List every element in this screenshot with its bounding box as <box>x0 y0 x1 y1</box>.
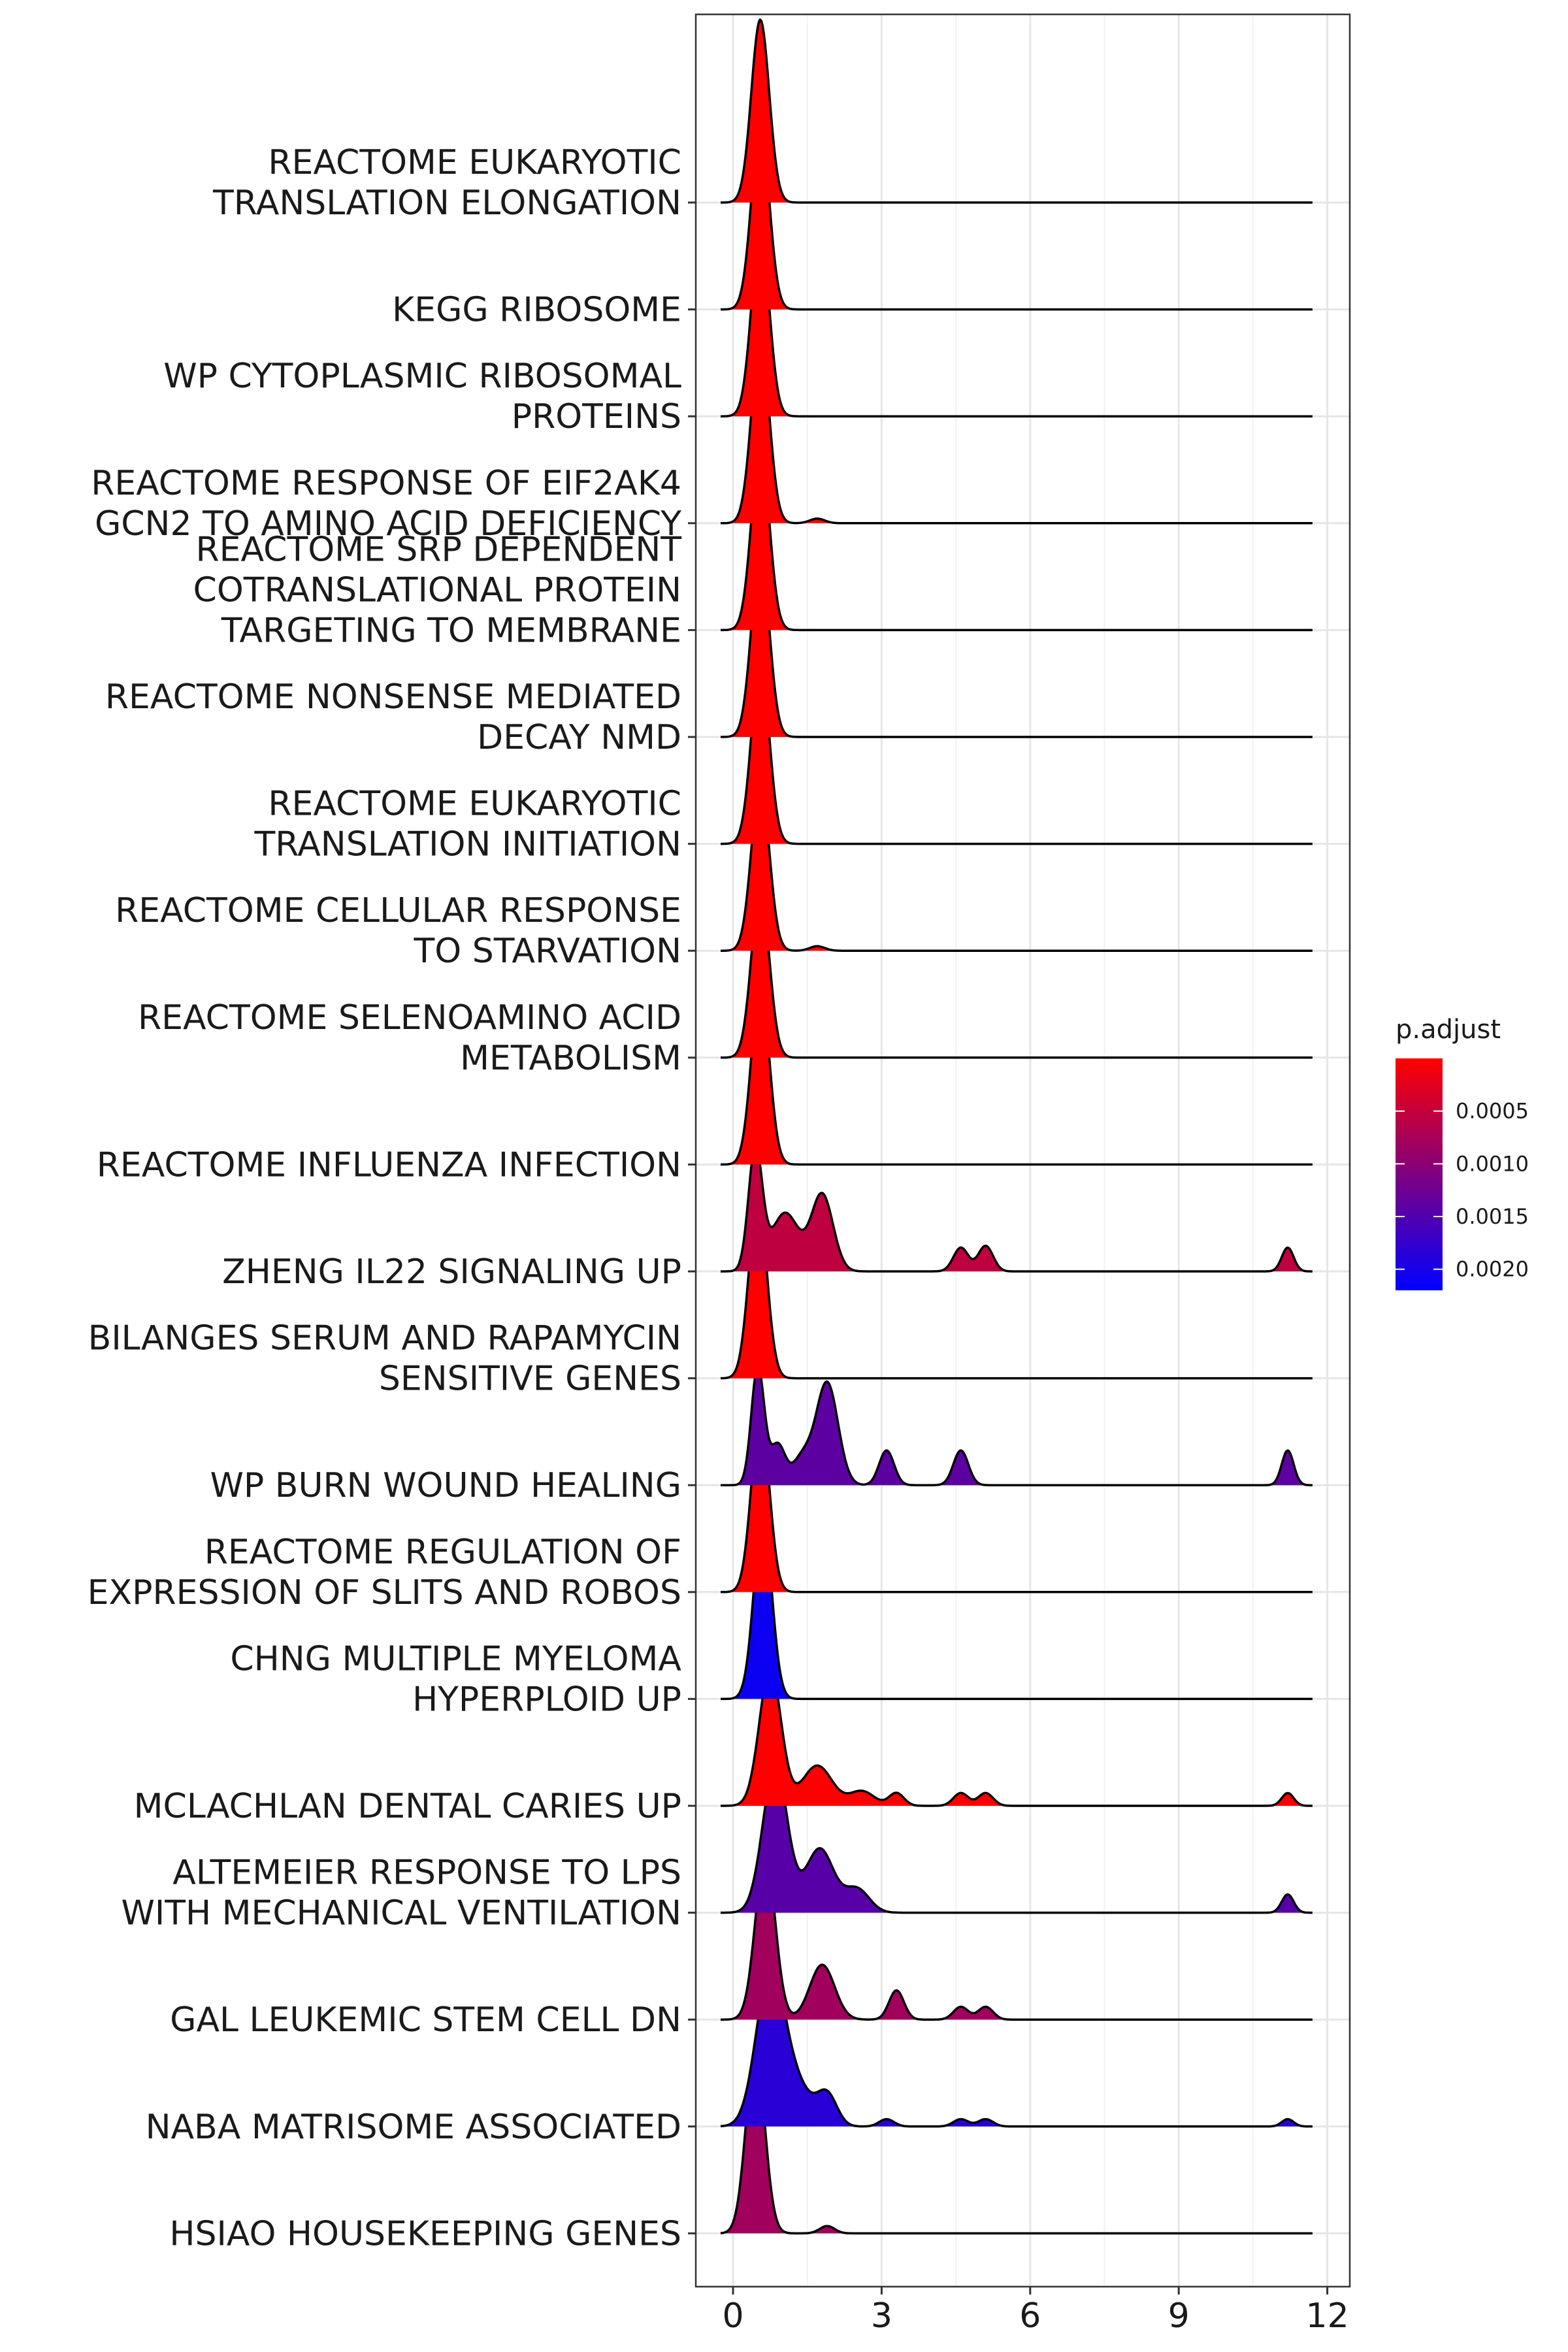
ridge-outline <box>721 1413 1313 1593</box>
ridge-outline <box>721 1143 1313 1273</box>
legend-tick-label: 0.0005 <box>1456 1099 1529 1124</box>
ridge-outline <box>721 1667 1313 1807</box>
y-tick-label: ZHENG IL22 SIGNALING UP <box>222 1252 681 1292</box>
y-tick-label: REACTOME RESPONSE OF EIF2AK4 <box>91 464 681 503</box>
ridge-fill <box>721 1365 1313 1486</box>
y-tick-label: DECAY NMD <box>477 718 681 757</box>
y-tick-label: NABA MATRISOME ASSOCIATED <box>146 2108 681 2147</box>
ridge-fill <box>721 126 1313 310</box>
ridge-fill <box>721 447 1313 630</box>
y-tick-label: MCLACHLAN DENTAL CARIES UP <box>134 1787 681 1826</box>
y-tick-label: REACTOME SELENOAMINO ACID <box>138 998 681 1037</box>
y-tick-label: TO STARVATION <box>413 932 681 971</box>
ridge-outline <box>721 1516 1313 1701</box>
x-tick-label: 3 <box>871 2296 892 2336</box>
ridge-outline <box>721 661 1313 845</box>
ridge-outline <box>720 1962 1313 2128</box>
ridge-fill <box>721 782 1313 951</box>
y-tick-label: REACTOME SRP DEPENDENT <box>196 530 682 569</box>
plot-panel-border <box>694 13 1351 2288</box>
y-tick-label: EXPRESSION OF SLITS AND ROBOS <box>88 1573 681 1612</box>
y-tick-label: HYPERPLOID UP <box>412 1680 681 1719</box>
ridge-outline <box>721 1765 1313 1914</box>
ridge-outline <box>721 446 1313 632</box>
x-tick-label: 6 <box>1019 2296 1041 2336</box>
x-tick-label: 12 <box>1306 2296 1349 2336</box>
ridge-outline <box>720 1198 1313 1380</box>
ridge-fill <box>721 1855 1313 2020</box>
ridge-outline <box>721 125 1313 311</box>
ridge-fill <box>721 2052 1313 2234</box>
y-tick-label: REACTOME CELLULAR RESPONSE <box>115 891 681 930</box>
y-tick-label: TARGETING TO MEMBRANE <box>221 611 681 650</box>
ridge-outline <box>721 18 1313 204</box>
grid <box>696 14 1350 2287</box>
ridge-outline <box>721 781 1313 952</box>
ridge-outline <box>721 984 1313 1166</box>
y-tick-label: PROTEINS <box>512 397 681 436</box>
x-tick-label: 0 <box>722 2296 743 2336</box>
legend-tick-label: 0.0015 <box>1456 1204 1529 1229</box>
ridges <box>720 18 1313 2235</box>
legend-tick-label: 0.0010 <box>1456 1151 1529 1176</box>
y-tick-label: REACTOME NONSENSE MEDIATED <box>105 678 681 717</box>
legend-title: p.adjust <box>1396 1015 1501 1045</box>
y-tick-label: REACTOME REGULATION OF <box>204 1533 681 1572</box>
y-tick-label: HSIAO HOUSEKEEPING GENES <box>169 2214 681 2253</box>
y-tick-label: TRANSLATION INITIATION <box>253 825 681 864</box>
x-tick-label: 9 <box>1168 2296 1190 2336</box>
ridge-fill <box>721 1963 1313 2127</box>
ridge-fill <box>721 233 1313 417</box>
x-axis: 0 3 6 9 12 <box>722 2287 1349 2336</box>
legend-colorbar <box>1396 1058 1443 1290</box>
y-tick-label: WITH MECHANICAL VENTILATION <box>121 1894 681 1933</box>
ridge-fill <box>721 1668 1313 1806</box>
ridge-fill <box>721 662 1313 844</box>
ridge-fill <box>721 340 1313 523</box>
ridge-fill <box>721 20 1313 203</box>
ridge-outline <box>721 1364 1313 1486</box>
y-tick-label: WP CYTOPLASMIC RIBOSOMAL <box>163 357 681 396</box>
ridge-outline <box>721 1854 1313 2021</box>
y-tick-label: KEGG RIBOSOME <box>392 291 681 330</box>
y-tick-label: METABOLISM <box>460 1039 681 1078</box>
ridge-outline <box>721 888 1313 1059</box>
y-tick-label: COTRANSLATIONAL PROTEIN <box>193 570 681 610</box>
color-legend: p.adjust 0.0005 0.0010 0.0015 0.0020 <box>1396 1015 1529 1290</box>
y-tick-label: REACTOME EUKARYOTIC <box>268 785 681 824</box>
ridge-outline <box>721 553 1313 738</box>
ridge-outline <box>720 2051 1313 2235</box>
y-tick-label: TRANSLATION ELONGATION <box>212 184 681 223</box>
y-tick-label: GCN2 TO AMINO ACID DEFICIENCY <box>95 504 681 544</box>
ridge-fill <box>721 554 1313 737</box>
ridge-fill <box>721 1518 1313 1699</box>
y-tick-label: BILANGES SERUM AND RAPAMYCIN <box>88 1319 681 1358</box>
y-tick-label: GAL LEUKEMIC STEM CELL DN <box>170 2001 681 2040</box>
y-tick-label: REACTOME EUKARYOTIC <box>268 143 681 182</box>
ridge-fill <box>721 1145 1313 1271</box>
ridge-fill <box>721 889 1313 1058</box>
y-tick-label: SENSITIVE GENES <box>379 1360 681 1399</box>
y-tick-label: CHNG MULTIPLE MYELOMA <box>230 1639 681 1678</box>
ridge-outline <box>721 232 1313 417</box>
ridge-outline <box>721 339 1313 525</box>
y-tick-label: WP BURN WOUND HEALING <box>210 1466 682 1505</box>
y-tick-label: ALTEMEIER RESPONSE TO LPS <box>172 1854 681 1893</box>
y-tick-label: REACTOME INFLUENZA INFECTION <box>97 1145 681 1184</box>
ridge-fill <box>721 985 1313 1165</box>
legend-tick-label: 0.0020 <box>1456 1257 1529 1282</box>
